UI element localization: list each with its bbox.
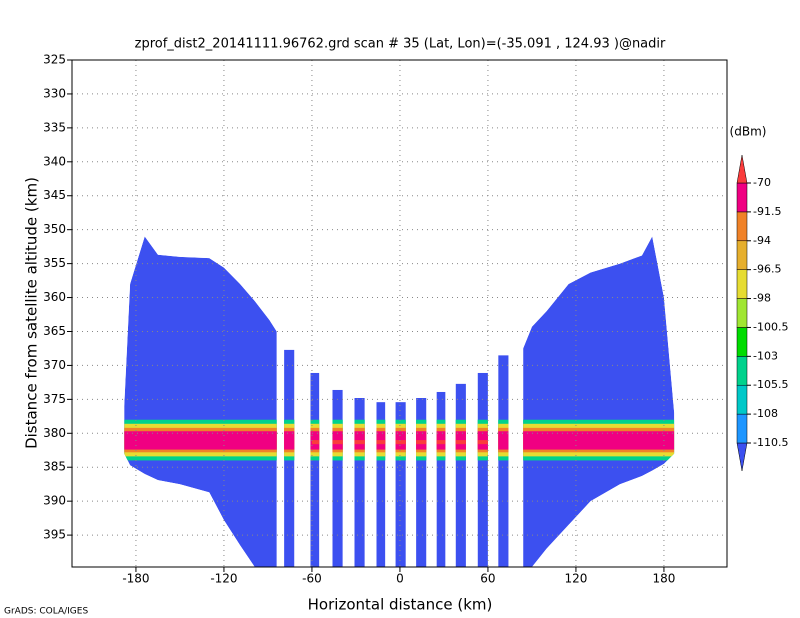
y-tick-label: 370 [43, 358, 66, 372]
colorbar-segment [736, 356, 748, 386]
colorbar-segment [736, 211, 748, 242]
y-tick-label: 330 [43, 86, 66, 100]
x-axis-label: Horizontal distance (km) [308, 596, 493, 614]
colorbar-segment [736, 327, 748, 357]
y-tick-label: 355 [43, 256, 66, 270]
y-tick-label: 375 [43, 392, 66, 406]
swath [124, 236, 277, 567]
y-tick-label: 390 [43, 494, 66, 508]
y-tick-label: 350 [43, 222, 66, 236]
colorbar-segment [736, 298, 748, 328]
x-tick-label: -180 [122, 572, 149, 586]
strip [416, 398, 427, 567]
field [124, 236, 675, 567]
y-axis-label: Distance from satellite altitude (km) [23, 177, 41, 449]
y-tick-label: 325 [43, 53, 66, 67]
colorbar-segment [736, 182, 748, 213]
colorbar-label: -108 [753, 407, 778, 420]
x-tick-label: 180 [652, 572, 675, 586]
x-tick-label: 0 [396, 572, 404, 586]
x-tick-label: 120 [564, 572, 587, 586]
strip [395, 402, 406, 567]
colorbar-under [736, 442, 748, 472]
chart-title: zprof_dist2_20141111.96762.grd scan # 35… [135, 37, 666, 52]
colorbar-segment [736, 269, 748, 299]
colorbar-label: -110.5 [753, 436, 788, 449]
strip [436, 391, 446, 567]
colorbar-segment [736, 413, 748, 444]
colorbar-label: -70 [753, 176, 771, 189]
band-layer [311, 440, 488, 445]
strip [498, 355, 509, 567]
y-tick-label: 385 [43, 460, 66, 474]
y-tick-label: 395 [43, 528, 66, 542]
colorbar-segment [736, 240, 748, 270]
colorbar-label: -94 [753, 234, 771, 247]
colorbar-label: -91.5 [753, 205, 781, 218]
x-tick-label: -60 [302, 572, 322, 586]
y-tick-label: 335 [43, 120, 66, 134]
swath [523, 236, 675, 567]
colorbar-label: -103 [753, 349, 778, 362]
colorbar-over [736, 154, 748, 184]
x-tick-label: 60 [480, 572, 495, 586]
y-tick-label: 360 [43, 290, 66, 304]
strip [477, 372, 488, 567]
colorbar-units: (dBm) [730, 125, 767, 139]
colorbar-label: -100.5 [753, 320, 788, 333]
y-tick-label: 380 [43, 426, 66, 440]
strip [310, 372, 320, 567]
y-tick-label: 345 [43, 188, 66, 202]
colorbar-label: -105.5 [753, 378, 788, 391]
colorbar-segment [736, 384, 748, 415]
x-tick-label: -120 [210, 572, 237, 586]
strip [354, 398, 365, 567]
strip [376, 402, 386, 567]
colorbar-label: -98 [753, 292, 771, 305]
credit: GrADS: COLA/IGES [4, 607, 88, 617]
y-tick-label: 340 [43, 154, 66, 168]
y-tick-label: 365 [43, 324, 66, 338]
colorbar-label: -96.5 [753, 263, 781, 276]
strip [332, 389, 343, 567]
plot-frame [71, 59, 728, 568]
strip [455, 383, 466, 567]
